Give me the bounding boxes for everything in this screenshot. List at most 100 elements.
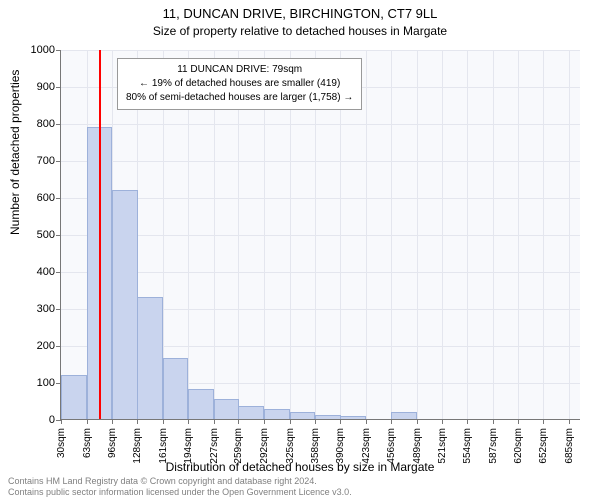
histogram-bar xyxy=(214,399,240,419)
ytick-mark xyxy=(56,87,61,88)
xtick-mark xyxy=(518,419,519,424)
xtick-label: 128sqm xyxy=(132,428,143,478)
xtick-label: 390sqm xyxy=(335,428,346,478)
xtick-label: 456sqm xyxy=(386,428,397,478)
gridline-h xyxy=(61,235,580,236)
gridline-v xyxy=(518,50,519,419)
xtick-mark xyxy=(163,419,164,424)
footer-line-1: Contains HM Land Registry data © Crown c… xyxy=(8,476,352,487)
xtick-label: 96sqm xyxy=(107,428,118,478)
ytick-label: 700 xyxy=(15,155,55,167)
xtick-label: 292sqm xyxy=(259,428,270,478)
xtick-label: 685sqm xyxy=(564,428,575,478)
ytick-label: 300 xyxy=(15,303,55,315)
ytick-mark xyxy=(56,198,61,199)
xtick-mark xyxy=(442,419,443,424)
histogram-bar xyxy=(137,297,163,419)
annotation-line: ← 19% of detached houses are smaller (41… xyxy=(126,77,353,91)
xtick-mark xyxy=(315,419,316,424)
histogram-bar xyxy=(61,375,87,419)
histogram-bar xyxy=(290,412,316,419)
gridline-h xyxy=(61,50,580,51)
marker-line xyxy=(99,50,101,419)
ytick-mark xyxy=(56,50,61,51)
xtick-mark xyxy=(417,419,418,424)
ytick-mark xyxy=(56,124,61,125)
histogram-bar xyxy=(112,190,138,419)
xtick-label: 325sqm xyxy=(285,428,296,478)
footer-attribution: Contains HM Land Registry data © Crown c… xyxy=(8,476,352,498)
annotation-line: 11 DUNCAN DRIVE: 79sqm xyxy=(126,63,353,77)
histogram-plot: 11 DUNCAN DRIVE: 79sqm← 19% of detached … xyxy=(60,50,580,420)
xtick-label: 489sqm xyxy=(412,428,423,478)
ytick-label: 600 xyxy=(15,192,55,204)
xtick-mark xyxy=(214,419,215,424)
ytick-mark xyxy=(56,235,61,236)
ytick-mark xyxy=(56,272,61,273)
xtick-mark xyxy=(467,419,468,424)
xtick-label: 259sqm xyxy=(233,428,244,478)
histogram-bar xyxy=(391,412,417,419)
histogram-bar xyxy=(238,406,264,419)
gridline-v xyxy=(543,50,544,419)
ytick-label: 800 xyxy=(15,118,55,130)
ytick-mark xyxy=(56,161,61,162)
xtick-mark xyxy=(391,419,392,424)
page-title: 11, DUNCAN DRIVE, BIRCHINGTON, CT7 9LL xyxy=(0,6,600,21)
ytick-mark xyxy=(56,346,61,347)
gridline-v xyxy=(467,50,468,419)
xtick-mark xyxy=(87,419,88,424)
gridline-v xyxy=(569,50,570,419)
xtick-label: 521sqm xyxy=(437,428,448,478)
annotation-box: 11 DUNCAN DRIVE: 79sqm← 19% of detached … xyxy=(117,58,362,110)
gridline-v xyxy=(493,50,494,419)
xtick-mark xyxy=(569,419,570,424)
xtick-mark xyxy=(340,419,341,424)
xtick-mark xyxy=(543,419,544,424)
xtick-label: 358sqm xyxy=(310,428,321,478)
xtick-mark xyxy=(137,419,138,424)
gridline-h xyxy=(61,124,580,125)
xtick-label: 587sqm xyxy=(488,428,499,478)
annotation-line: 80% of semi-detached houses are larger (… xyxy=(126,91,353,105)
xtick-mark xyxy=(264,419,265,424)
ytick-label: 400 xyxy=(15,266,55,278)
gridline-v xyxy=(417,50,418,419)
xtick-label: 423sqm xyxy=(361,428,372,478)
xtick-mark xyxy=(112,419,113,424)
xtick-mark xyxy=(493,419,494,424)
y-axis-label: Number of detached properties xyxy=(8,70,22,235)
xtick-label: 227sqm xyxy=(209,428,220,478)
ytick-label: 0 xyxy=(15,414,55,426)
gridline-v xyxy=(442,50,443,419)
page-subtitle: Size of property relative to detached ho… xyxy=(0,24,600,38)
gridline-v xyxy=(366,50,367,419)
ytick-label: 500 xyxy=(15,229,55,241)
footer-line-2: Contains public sector information licen… xyxy=(8,487,352,498)
xtick-label: 652sqm xyxy=(538,428,549,478)
ytick-label: 200 xyxy=(15,340,55,352)
ytick-label: 100 xyxy=(15,377,55,389)
xtick-label: 194sqm xyxy=(183,428,194,478)
gridline-h xyxy=(61,161,580,162)
gridline-h xyxy=(61,198,580,199)
ytick-label: 900 xyxy=(15,81,55,93)
xtick-mark xyxy=(290,419,291,424)
xtick-mark xyxy=(238,419,239,424)
gridline-h xyxy=(61,272,580,273)
xtick-label: 30sqm xyxy=(56,428,67,478)
ytick-mark xyxy=(56,309,61,310)
gridline-v xyxy=(391,50,392,419)
xtick-label: 620sqm xyxy=(513,428,524,478)
histogram-bar xyxy=(163,358,189,419)
xtick-mark xyxy=(61,419,62,424)
xtick-label: 63sqm xyxy=(82,428,93,478)
xtick-label: 161sqm xyxy=(158,428,169,478)
xtick-label: 554sqm xyxy=(462,428,473,478)
histogram-bar xyxy=(340,416,366,419)
histogram-bar xyxy=(315,415,341,419)
histogram-bar xyxy=(264,409,290,419)
xtick-mark xyxy=(366,419,367,424)
histogram-bar xyxy=(188,389,214,419)
ytick-label: 1000 xyxy=(15,44,55,56)
